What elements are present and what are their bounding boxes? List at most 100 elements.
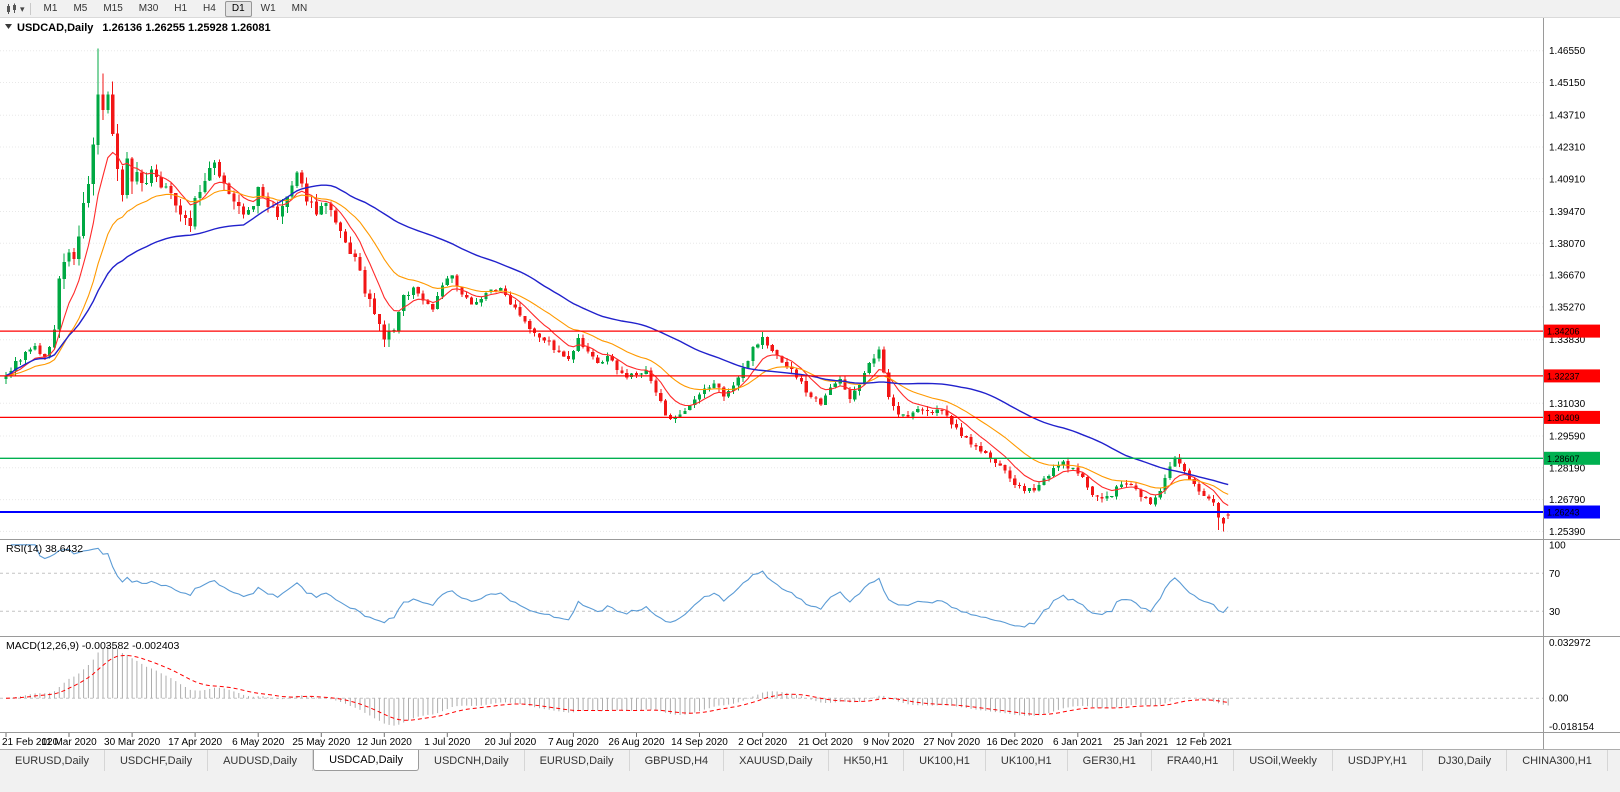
date-tick-label: 12 Feb 2021 <box>1176 737 1233 748</box>
date-tick-label: 30 Mar 2020 <box>104 737 161 748</box>
chart-tab-label: EURUSD,Daily <box>539 755 614 767</box>
date-tick-label: 17 Apr 2020 <box>168 737 222 748</box>
horizontal-line-objects <box>0 330 1543 513</box>
chart-tab-eurusd-daily[interactable]: EURUSD,Daily <box>525 750 630 771</box>
date-tick-label: 9 Nov 2020 <box>863 737 915 748</box>
chart-tab-label: EURUSD,Daily <box>15 755 89 767</box>
price-tick-label: 1.28190 <box>1549 463 1586 474</box>
ema-8-line <box>5 151 1229 506</box>
chart-tabbar: EURUSD,Daily USDCHF,Daily AUDUSD,Daily USDC… <box>0 749 1620 771</box>
timeframe-button-m1[interactable]: M1 <box>43 2 58 14</box>
chart-tab-label: USOil,Weekly <box>1249 755 1317 767</box>
price-axis[interactable]: 1.46550 1.45150 1.43710 1.42310 1.40910 1.394… <box>1549 46 1594 733</box>
chart-ohlc-readout: 1.26136 1.26255 1.25928 1.26081 <box>102 22 270 34</box>
date-tick-label: 6 Jan 2021 <box>1053 737 1103 748</box>
chart-tab-label: CHINA300,H1 <box>1522 755 1592 767</box>
chart-menu-icon[interactable] <box>5 24 12 29</box>
chart-tab-usdcad-daily[interactable]: USDCAD,Daily <box>313 750 420 771</box>
price-tick-label: 1.45150 <box>1549 78 1586 89</box>
chart-canvas[interactable]: 1.46550 1.45150 1.43710 1.42310 1.40910 1.394… <box>0 18 1620 749</box>
chart-tab-label: USDCAD,Daily <box>329 754 404 766</box>
date-tick-label: 25 Jan 2021 <box>1113 737 1168 748</box>
pane-frame <box>0 18 1620 749</box>
timeframe-button-d1[interactable]: D1 <box>224 0 252 17</box>
chart-tab-usoil-weekly[interactable]: USOil,Weekly <box>1234 750 1333 771</box>
price-tick-label: 1.42310 <box>1549 143 1586 154</box>
date-tick-label: 6 May 2020 <box>232 737 285 748</box>
timeframe-button-h4[interactable]: H4 <box>203 2 216 14</box>
chart-tab-hk50-h1[interactable]: HK50,H1 <box>829 750 905 771</box>
macd-tick-label: 0.00 <box>1549 694 1569 705</box>
timeframe-button-h1[interactable]: H1 <box>174 2 188 14</box>
chart-tab-label: GBPUSD,H4 <box>644 755 709 767</box>
chart-tab-uk100-h1[interactable]: UK100,H1 <box>986 750 1068 771</box>
rsi-tick-label: 70 <box>1549 569 1561 580</box>
sma-50-line <box>5 184 1229 486</box>
candlestick-chart-icon[interactable] <box>3 3 20 15</box>
chart-tab-uk100-h1[interactable]: UK100,H1 <box>904 750 986 771</box>
toolbar-separator <box>29 2 31 15</box>
chart-tab-label: DJ30,Daily <box>1438 755 1492 767</box>
price-line-badge-label: 1.34206 <box>1547 327 1580 337</box>
date-tick-label: 27 Nov 2020 <box>923 737 980 748</box>
chart-tab-label: USDCNH,Daily <box>434 755 509 767</box>
chart-tab-china300-h1[interactable]: CHINA300,H1 <box>1507 750 1608 771</box>
timeframe-button-m15[interactable]: M15 <box>103 2 123 14</box>
chart-tab-gbpusd-h4[interactable]: GBPUSD,H4 <box>630 750 725 771</box>
window-bottom-strip <box>0 771 1620 792</box>
timeframe-button-mn[interactable]: MN <box>291 2 308 14</box>
price-tick-label: 1.31030 <box>1549 399 1586 410</box>
date-tick-label: 26 Aug 2020 <box>608 737 665 748</box>
date-tick-label: 21 Feb 2020 <box>2 737 59 748</box>
price-tick-label: 1.43710 <box>1549 111 1586 122</box>
price-tick-label: 1.35270 <box>1549 302 1586 313</box>
chart-symbol-period: USDCAD,Daily <box>17 22 94 34</box>
date-tick-label: 12 Jun 2020 <box>357 737 412 748</box>
chart-tab-u[interactable]: U <box>1608 750 1620 771</box>
date-tick-label: 2 Oct 2020 <box>738 737 787 748</box>
price-line-badges: 1.34206 1.32237 1.30409 1.28607 1.26243 <box>1544 324 1600 519</box>
chart-tab-eurusd-daily[interactable]: EURUSD,Daily <box>0 750 105 771</box>
chart-tab-label: XAUUSD,Daily <box>739 755 813 767</box>
macd-indicator <box>5 644 1229 726</box>
chart-tab-ger30-h1[interactable]: GER30,H1 <box>1068 750 1152 771</box>
grid <box>0 50 1543 699</box>
date-tick-label: 20 Jul 2020 <box>485 737 537 748</box>
ema-20-line <box>5 189 1229 495</box>
date-tick-label: 7 Aug 2020 <box>548 737 599 748</box>
chart-tab-usdjpy-h1[interactable]: USDJPY,H1 <box>1333 750 1423 771</box>
macd-signal-line <box>5 654 1229 721</box>
macd-tick-label: -0.018154 <box>1549 722 1594 733</box>
price-tick-label: 1.46550 <box>1549 46 1586 57</box>
chart-tab-dj30-daily[interactable]: DJ30,Daily <box>1423 750 1508 771</box>
price-tick-label: 1.26790 <box>1549 495 1586 506</box>
rsi-label: RSI(14) 38.6432 <box>6 543 83 555</box>
price-line-badge-label: 1.28607 <box>1547 454 1580 464</box>
date-tick-label: 21 Oct 2020 <box>798 737 853 748</box>
macd-tick-label: 0.032972 <box>1549 638 1591 649</box>
chart-tab-audusd-daily[interactable]: AUDUSD,Daily <box>208 750 314 771</box>
candlestick-series <box>4 48 1230 532</box>
chart-tab-label: HK50,H1 <box>843 755 889 767</box>
date-tick-label: 16 Dec 2020 <box>986 737 1043 748</box>
chart-tab-label: USDCHF,Daily <box>119 755 193 767</box>
timeframe-buttons: M1 M5 M15 M30 H1 H4 D1 W1 MN <box>36 0 316 17</box>
price-tick-label: 1.39470 <box>1549 207 1586 218</box>
chart-tab-fra40-h1[interactable]: FRA40,H1 <box>1152 750 1235 771</box>
rsi-tick-label: 30 <box>1549 607 1561 618</box>
rsi-tick-label: 100 <box>1549 540 1566 551</box>
timeframe-toolbar: ▾ M1 M5 M15 M30 H1 H4 D1 W1 MN <box>0 0 1620 18</box>
timeframe-button-m30[interactable]: M30 <box>138 2 159 14</box>
chart-tab-label: USDJPY,H1 <box>1347 755 1407 767</box>
timeframe-button-w1[interactable]: W1 <box>260 2 276 14</box>
price-tick-label: 1.36670 <box>1549 271 1586 282</box>
timeframe-button-m5[interactable]: M5 <box>73 2 88 14</box>
chart-tab-usdchf-daily[interactable]: USDCHF,Daily <box>105 750 209 771</box>
chart-type-dropdown-icon[interactable]: ▾ <box>20 3 25 14</box>
price-line-badge-label: 1.26243 <box>1547 508 1580 518</box>
chart-tab-usdcnh-daily[interactable]: USDCNH,Daily <box>419 750 525 771</box>
chart-tab-xauusd-daily[interactable]: XAUUSD,Daily <box>724 750 829 771</box>
price-tick-label: 1.40910 <box>1549 174 1586 185</box>
